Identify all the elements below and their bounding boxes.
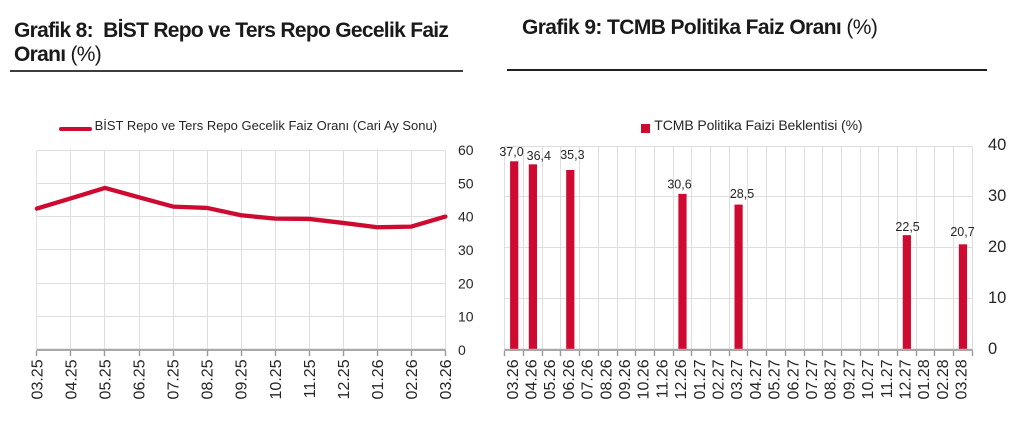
svg-text:09.27: 09.27 <box>841 359 858 399</box>
svg-text:11.25: 11.25 <box>302 359 319 398</box>
svg-text:04.26: 04.26 <box>524 359 541 399</box>
svg-text:37,0: 37,0 <box>499 145 523 159</box>
svg-text:06.25: 06.25 <box>132 359 149 399</box>
svg-text:11.26: 11.26 <box>654 359 671 398</box>
svg-text:08.25: 08.25 <box>200 359 217 399</box>
svg-text:09.26: 09.26 <box>617 359 634 399</box>
svg-text:08.26: 08.26 <box>598 359 615 399</box>
svg-text:10.26: 10.26 <box>636 359 653 399</box>
svg-text:10.27: 10.27 <box>860 359 877 399</box>
svg-text:07.26: 07.26 <box>580 359 597 399</box>
svg-text:09.25: 09.25 <box>234 359 251 399</box>
svg-text:20: 20 <box>458 275 474 291</box>
svg-text:40: 40 <box>458 209 474 225</box>
svg-text:08.27: 08.27 <box>823 359 840 399</box>
svg-text:03.25: 03.25 <box>30 359 47 399</box>
svg-text:12.26: 12.26 <box>673 359 690 399</box>
svg-text:0: 0 <box>988 340 997 358</box>
svg-text:20,7: 20,7 <box>950 225 974 239</box>
svg-text:01.26: 01.26 <box>370 359 387 399</box>
svg-text:35,3: 35,3 <box>560 148 584 162</box>
svg-text:03.26: 03.26 <box>505 359 522 399</box>
svg-text:30,6: 30,6 <box>667 178 691 192</box>
svg-text:06.26: 06.26 <box>561 359 578 399</box>
svg-text:02.26: 02.26 <box>404 359 421 399</box>
svg-text:0: 0 <box>458 342 466 358</box>
svg-text:50: 50 <box>458 175 474 191</box>
svg-text:02.28: 02.28 <box>935 359 952 399</box>
svg-text:07.25: 07.25 <box>166 359 183 399</box>
svg-text:06.27: 06.27 <box>785 359 802 399</box>
svg-text:04.27: 04.27 <box>748 359 765 399</box>
svg-text:40: 40 <box>988 136 1006 154</box>
svg-text:10: 10 <box>458 309 474 325</box>
svg-text:36,4: 36,4 <box>527 149 551 163</box>
svg-text:03.28: 03.28 <box>954 359 971 399</box>
svg-text:12.25: 12.25 <box>336 359 353 399</box>
svg-text:28,5: 28,5 <box>730 187 754 201</box>
svg-text:20: 20 <box>988 238 1006 256</box>
svg-text:22,5: 22,5 <box>895 220 919 234</box>
svg-text:02.27: 02.27 <box>710 359 727 399</box>
svg-text:30: 30 <box>988 187 1006 205</box>
svg-text:05.25: 05.25 <box>98 359 115 399</box>
svg-text:30: 30 <box>458 242 474 258</box>
svg-text:04.25: 04.25 <box>64 359 81 399</box>
svg-text:01.27: 01.27 <box>692 359 709 399</box>
svg-text:01.28: 01.28 <box>916 359 933 399</box>
svg-text:05.26: 05.26 <box>542 359 559 399</box>
svg-text:03.26: 03.26 <box>438 359 455 399</box>
svg-text:12.27: 12.27 <box>897 359 914 399</box>
svg-text:10.25: 10.25 <box>268 359 285 399</box>
svg-text:03.27: 03.27 <box>729 359 746 399</box>
svg-text:05.27: 05.27 <box>767 359 784 399</box>
svg-text:10: 10 <box>988 289 1006 307</box>
svg-text:07.27: 07.27 <box>804 359 821 399</box>
svg-text:11.27: 11.27 <box>879 359 896 398</box>
svg-text:60: 60 <box>458 142 474 158</box>
